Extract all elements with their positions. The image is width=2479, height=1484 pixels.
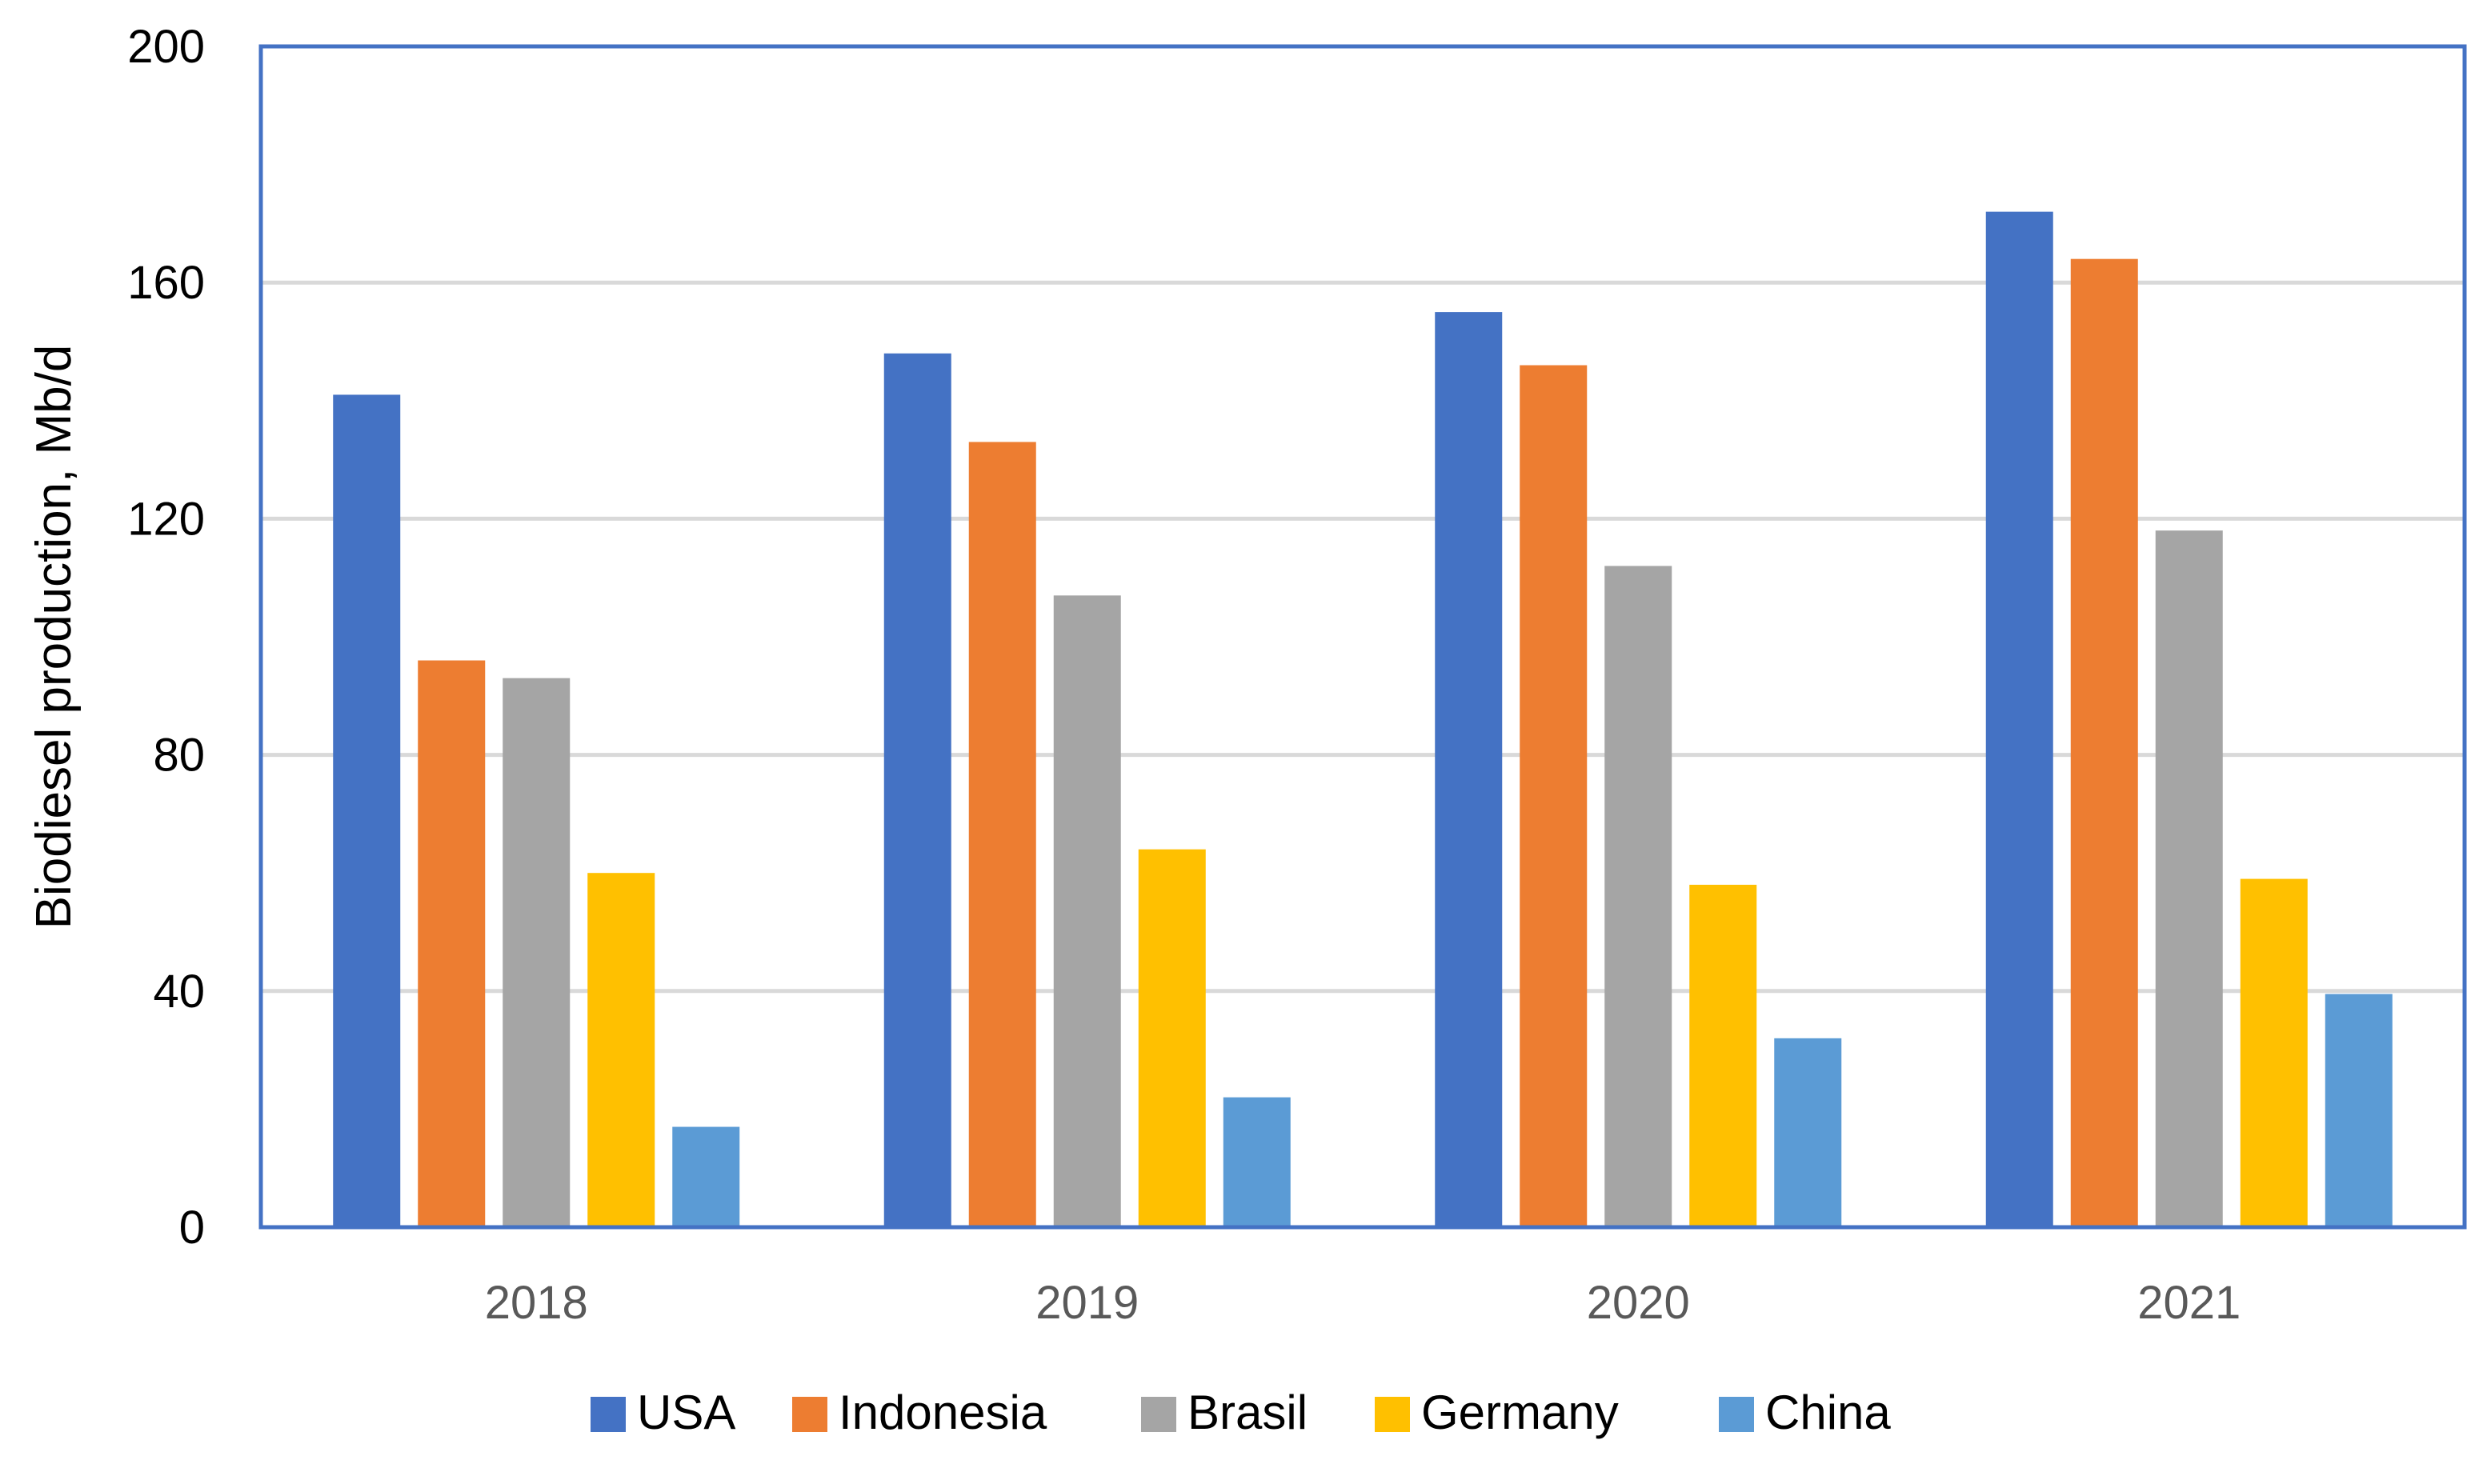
bar-usa-2018 <box>333 394 401 1227</box>
bar-germany-2020 <box>1689 884 1757 1227</box>
bars <box>333 211 2393 1228</box>
bar-china-2019 <box>1223 1097 1291 1227</box>
legend-swatch <box>792 1397 827 1432</box>
x-tick-label: 2021 <box>2137 1277 2241 1329</box>
y-axis-label: Biodiesel production, Mb/d <box>26 345 82 930</box>
legend-item-indonesia: Indonesia <box>792 1386 1047 1439</box>
y-tick-label: 40 <box>153 966 205 1018</box>
x-tick-label: 2018 <box>485 1277 588 1329</box>
plot-area-border <box>258 44 2467 1230</box>
legend-swatch <box>1141 1397 1176 1432</box>
bar-brasil-2020 <box>1604 566 1672 1227</box>
legend-item-brasil: Brasil <box>1141 1386 1308 1439</box>
bar-indonesia-2018 <box>418 660 486 1227</box>
bar-usa-2020 <box>1435 312 1503 1228</box>
bar-germany-2021 <box>2240 878 2308 1227</box>
y-tick-labels: 0 40 80 120 160 200 <box>127 21 205 1254</box>
bar-indonesia-2020 <box>1520 365 1588 1227</box>
y-tick-label: 0 <box>179 1202 205 1254</box>
y-tick-label: 80 <box>153 730 205 782</box>
legend-swatch <box>1719 1397 1754 1432</box>
x-tick-label: 2019 <box>1035 1277 1139 1329</box>
bar-germany-2018 <box>587 873 655 1227</box>
legend-label: Brasil <box>1187 1386 1308 1439</box>
bar-usa-2019 <box>883 353 951 1227</box>
bar-china-2018 <box>672 1126 740 1227</box>
legend-item-china: China <box>1719 1386 1891 1439</box>
legend-swatch <box>1375 1397 1410 1432</box>
legend-item-usa: USA <box>591 1386 735 1439</box>
legend: USA Indonesia Brasil Germany China <box>591 1386 1891 1439</box>
legend-swatch <box>591 1397 626 1432</box>
bar-usa-2021 <box>1985 211 2053 1227</box>
legend-label: USA <box>637 1386 735 1439</box>
legend-label: China <box>1765 1386 1891 1439</box>
legend-item-germany: Germany <box>1375 1386 1619 1439</box>
x-tick-labels: 2018 2019 2020 2021 <box>485 1277 2241 1329</box>
legend-label: Germany <box>1421 1386 1619 1439</box>
x-tick-label: 2020 <box>1587 1277 1690 1329</box>
y-tick-label: 200 <box>127 21 205 73</box>
bar-indonesia-2019 <box>968 442 1036 1227</box>
bar-brasil-2021 <box>2155 530 2223 1227</box>
bar-indonesia-2021 <box>2070 258 2138 1228</box>
y-tick-label: 160 <box>127 257 205 309</box>
bar-china-2020 <box>1774 1038 1842 1227</box>
bar-china-2021 <box>2325 994 2393 1227</box>
plot-frame <box>258 44 2467 1230</box>
bar-brasil-2019 <box>1053 595 1121 1227</box>
y-tick-label: 120 <box>127 493 205 545</box>
bar-brasil-2018 <box>503 678 571 1227</box>
legend-label: Indonesia <box>839 1386 1047 1439</box>
bar-germany-2019 <box>1138 849 1206 1227</box>
